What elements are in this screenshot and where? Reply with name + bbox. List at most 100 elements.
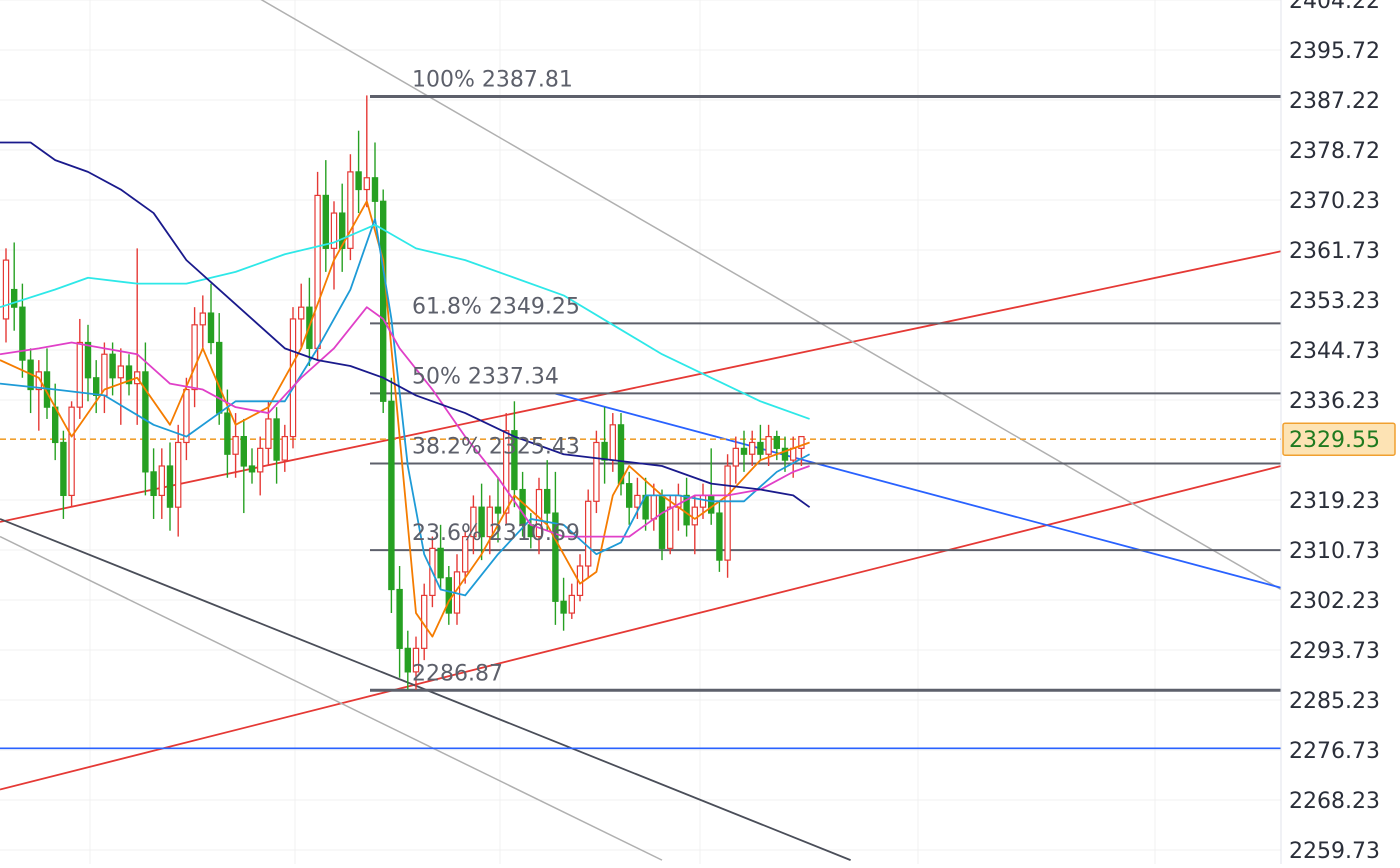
candle-body [273, 418, 280, 461]
candle-body [494, 506, 502, 514]
candle-body [789, 447, 797, 461]
candle [257, 436, 264, 496]
candle [552, 471, 559, 625]
candle [330, 201, 338, 290]
candle-body [19, 306, 26, 361]
price-tick-label: 2293.73 [1289, 639, 1380, 664]
candle [273, 407, 280, 484]
candle [412, 636, 420, 690]
candle [732, 436, 740, 484]
candle [19, 283, 26, 378]
candle-body [314, 194, 321, 349]
price-tick-label: 2378.72 [1289, 139, 1380, 164]
candle-body [363, 177, 371, 191]
candle-body [330, 212, 338, 249]
ma-navy [0, 141, 811, 508]
candle [781, 436, 789, 472]
candle-body [798, 435, 805, 449]
candle [380, 189, 387, 414]
candle [560, 577, 567, 631]
candle-body [625, 483, 633, 508]
candle [363, 95, 371, 208]
candle-body [470, 506, 477, 538]
candle-body [765, 435, 772, 455]
candle-body [543, 488, 551, 514]
price-tick-label: 2285.23 [1289, 689, 1380, 714]
price-tick-label: 2387.22 [1289, 89, 1380, 114]
candle-body [462, 535, 469, 573]
candle-body [519, 488, 526, 526]
candle-body [634, 494, 641, 508]
price-axis[interactable]: 2404.22 2395.72 2387.22 2378.72 2370.23 2361.… [1280, 0, 1400, 864]
candle [60, 430, 67, 519]
candle-body [584, 500, 592, 567]
candle [183, 377, 190, 461]
candle [445, 566, 453, 625]
candle-body [76, 341, 83, 408]
candle-body [511, 430, 518, 491]
price-tick-label: 2353.23 [1289, 289, 1380, 314]
candle-body [707, 494, 715, 514]
candle-body [601, 441, 608, 461]
candle [207, 283, 215, 355]
price-tick-label: 2259.73 [1289, 839, 1380, 864]
candle [355, 130, 362, 214]
candle [576, 554, 584, 602]
fibonacci-labels: 100% 2387.81 61.8% 2349.25 50% 2337.34 38.2… [412, 68, 580, 687]
candle-body [437, 547, 444, 579]
candle-body [207, 312, 215, 344]
candle [191, 307, 198, 408]
candle-body [371, 177, 379, 202]
price-tick-label: 2276.73 [1289, 739, 1380, 764]
candle-body [535, 488, 543, 538]
candle [314, 171, 321, 361]
candle [625, 471, 633, 525]
candle-body [609, 424, 617, 461]
candle-body [2, 259, 10, 320]
candle [707, 448, 715, 525]
fib-level-label: 2286.87 [412, 661, 503, 686]
candle [125, 354, 133, 396]
candle [584, 489, 592, 578]
candle-body [191, 324, 198, 391]
candle [396, 566, 403, 678]
candle [76, 318, 83, 419]
candle-body [617, 424, 625, 485]
candle-body [666, 506, 674, 549]
candle [740, 430, 748, 472]
candle-body [257, 447, 264, 473]
price-tick-label: 2361.73 [1289, 239, 1380, 264]
candle-body [486, 506, 494, 538]
candle [35, 360, 43, 431]
candle [158, 448, 165, 519]
price-tick-label: 2302.23 [1289, 589, 1380, 614]
candle-body [388, 400, 395, 591]
candle-body [175, 441, 182, 508]
trend-line-gray-channel-upper [260, 0, 1282, 591]
candle [486, 495, 494, 555]
candle [248, 448, 256, 484]
candle-body [199, 312, 206, 326]
trend-line-red-channel-lower [0, 465, 1282, 791]
fib-level-label: 23.6% 2310.69 [412, 521, 580, 546]
candle [339, 183, 346, 272]
candle-body [265, 418, 272, 449]
candle [511, 401, 518, 508]
candle [84, 324, 92, 402]
candle-body [84, 341, 92, 379]
candle [371, 142, 379, 219]
candle-body [298, 306, 305, 320]
candle [543, 460, 551, 531]
candle [404, 630, 412, 690]
candle-body [658, 494, 666, 549]
candle-body [380, 200, 387, 402]
candle-body [150, 471, 157, 497]
candle-body [716, 512, 723, 561]
candle-body [166, 465, 174, 508]
price-tick-label: 2310.73 [1289, 539, 1380, 564]
candle-body [11, 288, 18, 308]
candle [199, 295, 206, 349]
candle-body [281, 435, 289, 461]
